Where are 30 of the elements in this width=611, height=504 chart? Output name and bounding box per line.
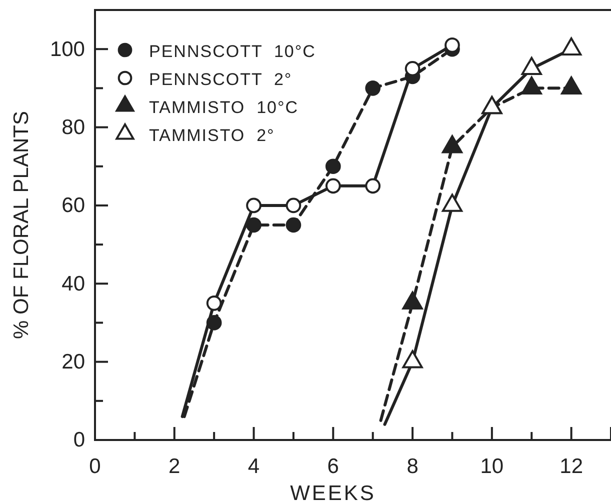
point — [365, 178, 381, 194]
y-tick-label: 100 — [50, 38, 85, 61]
point — [325, 178, 341, 194]
point — [206, 296, 222, 311]
point — [286, 217, 302, 233]
x-tick-label: 2 — [168, 454, 180, 478]
y-axis-title: % OF FLORAL PLANTS — [10, 111, 33, 339]
y-tick-label: 80 — [62, 116, 85, 139]
legend-label: TAMMISTO 10°C — [149, 98, 299, 117]
point — [444, 38, 460, 53]
y-tick-label: 60 — [62, 194, 85, 218]
x-tick-label: 12 — [560, 454, 583, 478]
point — [286, 198, 302, 214]
point — [246, 217, 262, 233]
legend-label: TAMMISTO 2° — [149, 126, 275, 145]
x-tick-label: 8 — [406, 454, 418, 478]
y-tick-label: 40 — [62, 272, 85, 296]
point — [246, 198, 262, 214]
y-tick-label: 20 — [62, 350, 85, 374]
legend-label: PENNSCOTT 2° — [149, 70, 292, 89]
x-tick-label: 6 — [327, 454, 339, 478]
point — [325, 158, 341, 174]
x-tick-label: 10 — [480, 454, 504, 478]
x-tick-label: 0 — [89, 454, 101, 478]
x-tick-label: 4 — [248, 454, 260, 478]
point — [365, 80, 381, 96]
y-tick-label: 0 — [73, 428, 85, 452]
point — [404, 60, 420, 76]
x-axis-title: WEEKS — [290, 482, 376, 504]
legend-label: PENNSCOTT 10°C — [149, 42, 316, 61]
